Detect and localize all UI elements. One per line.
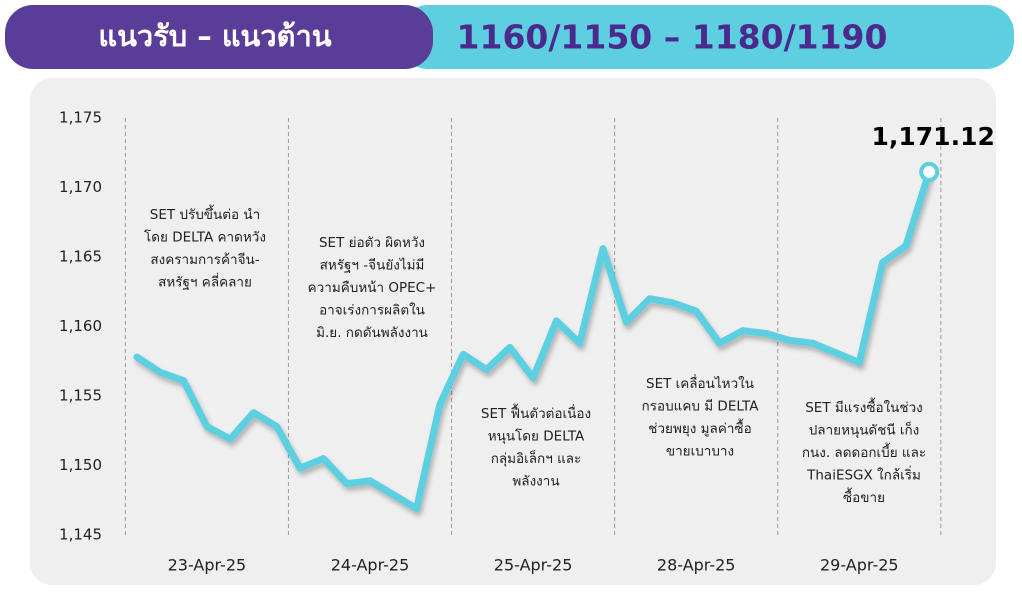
annotation: สหรัฐฯ -จีนยังไม่มี — [320, 258, 425, 274]
annotation: SET ย่อตัว ผิดหวัง — [319, 235, 425, 251]
x-tick-label: 25-Apr-25 — [494, 556, 573, 575]
plot-panel — [30, 78, 996, 585]
annotation: กรอบแคบ มี DELTA — [642, 399, 760, 415]
annotation: ความคืบหน้า OPEC+ — [308, 280, 437, 296]
x-tick-label: 23-Apr-25 — [168, 556, 247, 575]
y-tick-label: 1,150 — [59, 456, 102, 474]
annotation: ช่วยพยุง มูลค่าซื้อ — [648, 418, 751, 437]
x-tick-label: 28-Apr-25 — [657, 556, 736, 575]
range-banner — [400, 5, 1014, 69]
annotation: ซื้อขาย — [843, 487, 885, 506]
annotation: ThaiESGX ใกล้เริ่ม — [806, 466, 921, 484]
end-marker — [919, 161, 940, 182]
price-line — [133, 168, 933, 513]
annotation: SET ฟื้นตัวต่อเนื่อง — [481, 403, 591, 422]
y-tick-label: 1,175 — [59, 109, 102, 127]
annotation: SET เคลื่อนไหวใน — [646, 374, 754, 392]
annotation: สงครามการค้าจีน- — [150, 252, 259, 268]
value-label: 1,171.12 — [872, 122, 995, 151]
y-tick-label: 1,165 — [59, 248, 102, 266]
title-banner — [5, 5, 433, 69]
annotation: อาจเร่งการผลิตใน — [319, 302, 425, 319]
header-range: 1160/1150 – 1180/1190 — [457, 18, 888, 57]
x-tick-label: 29-Apr-25 — [820, 556, 899, 575]
annotation: SET มีแรงซื้อในช่วง — [805, 397, 923, 416]
annotation: ปลายหนุนดัชนี เก็ง — [809, 421, 920, 439]
annotation: โดย DELTA คาดหวัง — [144, 229, 266, 246]
annotation: ขายเบาบาง — [666, 444, 734, 460]
annotation: กลุ่มอิเล็กฯ และ — [491, 449, 582, 467]
annotation: สหรัฐฯ คลี่คลาย — [158, 273, 252, 291]
x-tick-label: 24-Apr-25 — [331, 556, 410, 575]
annotation: SET ปรับขึ้นต่อ นำ — [150, 204, 260, 223]
y-tick-label: 1,160 — [59, 317, 102, 335]
annotation: หนุนโดย DELTA — [488, 428, 585, 445]
header-title: แนวรับ – แนวต้าน — [98, 19, 331, 53]
annotation: กนง. ลดดอกเบี้ย และ — [802, 442, 926, 461]
y-tick-label: 1,170 — [59, 178, 102, 196]
annotation: พลังงาน — [512, 474, 559, 490]
annotation: มิ.ย. กดดันพลังงาน — [316, 325, 428, 341]
y-tick-label: 1,145 — [59, 526, 102, 544]
y-tick-label: 1,155 — [59, 387, 102, 405]
